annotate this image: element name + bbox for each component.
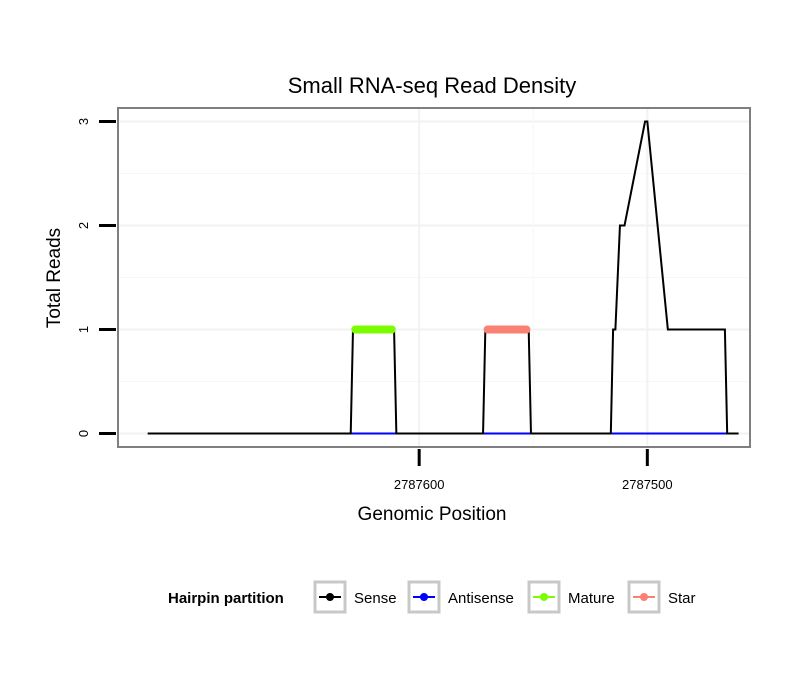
legend-item-sense: Sense [313, 580, 397, 614]
chart-title: Small RNA-seq Read Density [288, 73, 577, 98]
y-axis-title: Total Reads [44, 228, 65, 328]
series-layer [147, 120, 739, 435]
x-tick-label: 2787500 [622, 477, 673, 492]
legend-label: Star [668, 590, 696, 607]
y-axis: 0 1 2 3 [76, 118, 116, 437]
legend-entries: Sense Antisense Mature Star [313, 580, 696, 614]
legend-item-mature: Mature [527, 580, 615, 614]
x-axis: 2787600 2787500 [394, 449, 673, 492]
legend-key-point [640, 593, 648, 601]
legend-label: Antisense [448, 590, 514, 607]
legend-label: Sense [354, 590, 397, 607]
legend-item-antisense: Antisense [407, 580, 514, 614]
legend-key-point [420, 593, 428, 601]
series-line-sense [147, 120, 739, 435]
y-tick-label: 1 [76, 326, 91, 333]
x-tick-label: 2787600 [394, 477, 445, 492]
legend-item-star: Star [627, 580, 696, 614]
grid [118, 108, 750, 447]
legend-key-point [326, 593, 334, 601]
y-tick-label: 0 [76, 430, 91, 437]
legend-key-point [540, 593, 548, 601]
y-tick-label: 2 [76, 222, 91, 229]
y-tick-label: 3 [76, 118, 91, 125]
x-axis-title: Genomic Position [358, 504, 507, 525]
legend: Hairpin partition Sense Antisense Mature St… [168, 580, 696, 614]
plot-panel-border [117, 107, 751, 448]
legend-label: Mature [568, 590, 615, 607]
legend-title: Hairpin partition [168, 590, 284, 607]
